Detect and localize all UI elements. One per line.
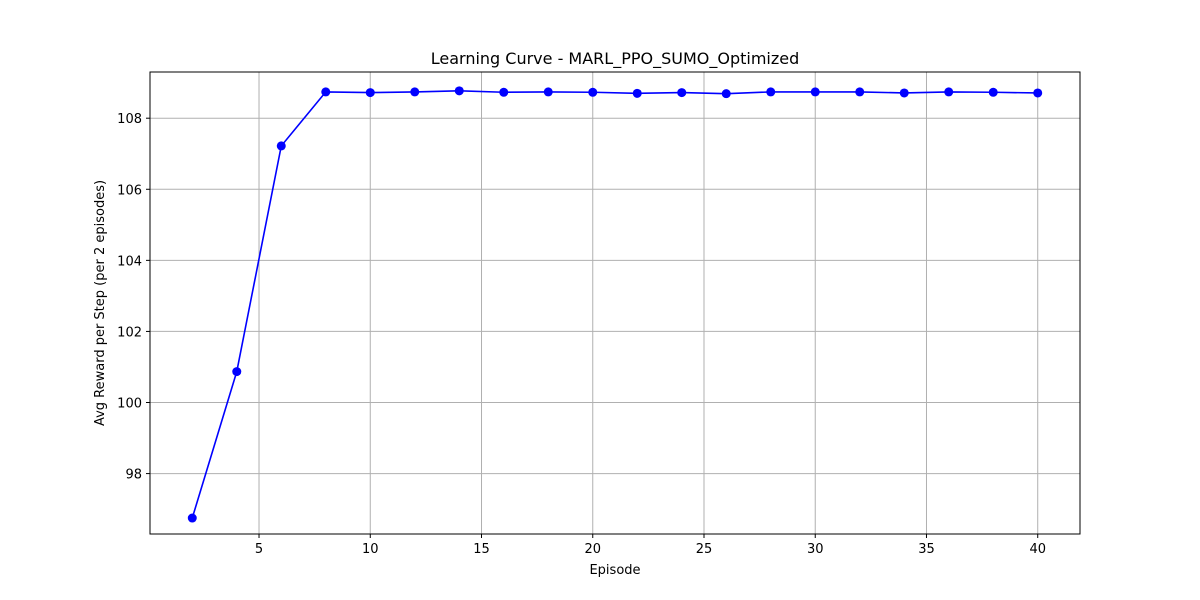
y-tick-label: 104 — [117, 254, 142, 269]
plot-area-frame — [149, 71, 1081, 535]
x-tick-label: 40 — [1029, 542, 1046, 557]
x-tick-label: 30 — [807, 542, 824, 557]
data-point — [988, 87, 998, 97]
grid — [150, 72, 1080, 534]
y-tick-label: 102 — [117, 325, 142, 340]
x-tick-label: 15 — [473, 542, 490, 557]
series-line — [191, 90, 1038, 519]
axis-ticks: 5 10 15 20 25 30 35 40 98 100 102 104 106 108 — [117, 112, 1046, 557]
data-point — [187, 513, 197, 523]
y-tick-label: 100 — [117, 397, 142, 412]
data-point — [944, 87, 954, 97]
data-point — [321, 87, 331, 97]
data-point — [810, 87, 820, 97]
x-tick-label: 10 — [362, 542, 379, 557]
data-point — [632, 88, 642, 98]
data-point — [677, 88, 687, 98]
y-tick-label: 108 — [117, 112, 142, 127]
data-point — [899, 88, 909, 98]
data-point — [454, 86, 464, 96]
x-tick-label: 5 — [255, 542, 263, 557]
data-point — [588, 87, 598, 97]
data-point — [1033, 88, 1043, 98]
data-point — [543, 87, 553, 97]
data-point — [855, 87, 865, 97]
data-point — [276, 141, 286, 151]
data-point — [499, 87, 509, 97]
x-axis-label: Episode — [589, 563, 640, 578]
y-tick-label: 98 — [125, 468, 142, 483]
data-series — [187, 86, 1043, 523]
data-point — [721, 89, 731, 99]
data-point — [766, 87, 776, 97]
data-point — [232, 367, 242, 377]
x-tick-label: 20 — [584, 542, 601, 557]
x-tick-label: 35 — [918, 542, 935, 557]
data-point — [410, 87, 420, 97]
y-tick-label: 106 — [117, 183, 142, 198]
data-point — [365, 88, 375, 98]
chart-title: Learning Curve - MARL_PPO_SUMO_Optimized — [431, 49, 800, 69]
x-tick-label: 25 — [696, 542, 713, 557]
y-axis-label: Avg Reward per Step (per 2 episodes) — [93, 180, 108, 426]
